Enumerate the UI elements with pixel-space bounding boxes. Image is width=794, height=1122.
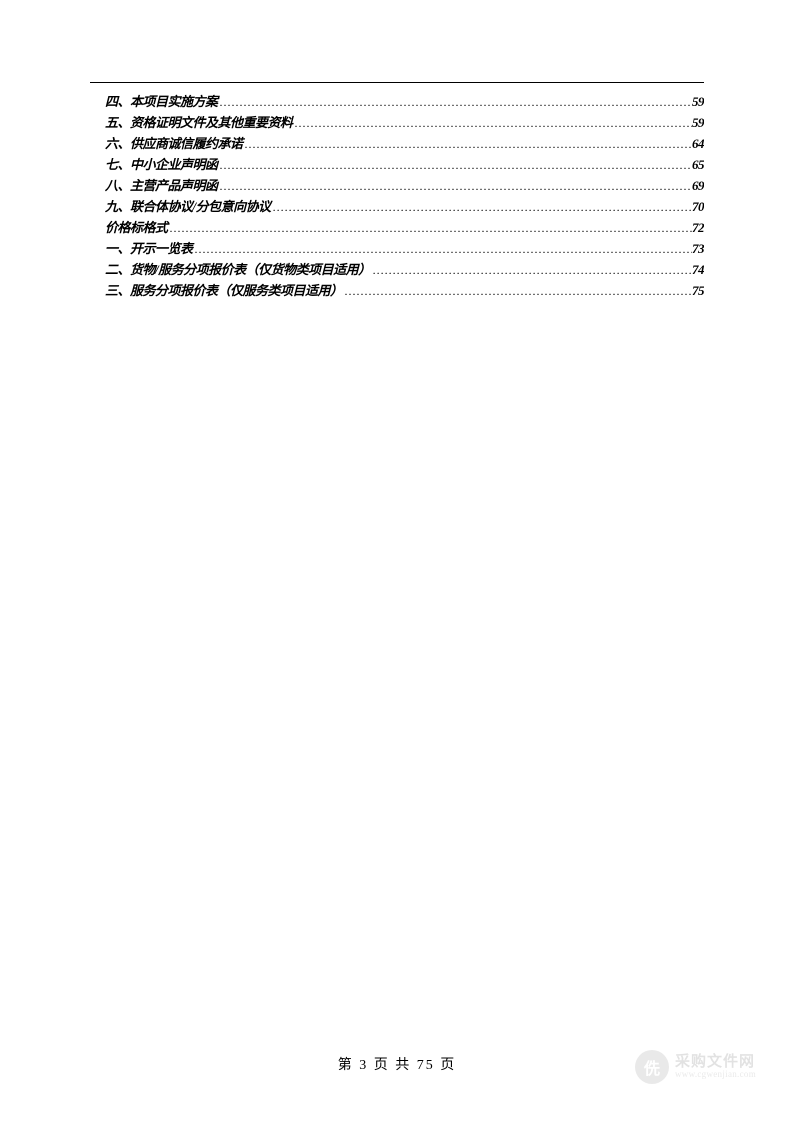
toc-label: 八、主营产品声明函 [105, 175, 218, 194]
toc-page-number: 59 [692, 94, 704, 110]
toc-label: 一、开示一览表 [105, 238, 193, 257]
toc-page-number: 64 [692, 136, 704, 152]
document-page: 四、本项目实施方案 59 五、资格证明文件及其他重要资料 59 六、供应商诚信履… [0, 0, 794, 1122]
page-indicator: 第 3 页 共 75 页 [338, 1058, 457, 1073]
toc-entry: 价格标格式 72 [105, 217, 704, 236]
toc-page-number: 72 [692, 220, 704, 236]
toc-entry: 五、资格证明文件及其他重要资料 59 [105, 112, 704, 131]
toc-label: 七、中小企业声明函 [105, 154, 218, 173]
toc-leader-dots [168, 221, 692, 236]
table-of-contents: 四、本项目实施方案 59 五、资格证明文件及其他重要资料 59 六、供应商诚信履… [105, 91, 704, 299]
watermark: 侁 采购文件网 www.cgwenjian.com [635, 1050, 756, 1084]
toc-label: 三、服务分项报价表（仅服务类项目适用） [105, 280, 343, 299]
toc-entry: 九、联合体协议/分包意向协议 70 [105, 196, 704, 215]
toc-leader-dots [271, 200, 692, 215]
toc-page-number: 65 [692, 157, 704, 173]
toc-entry: 二、货物/服务分项报价表（仅货物类项目适用） 74 [105, 259, 704, 278]
toc-page-number: 59 [692, 115, 704, 131]
toc-label: 五、资格证明文件及其他重要资料 [105, 112, 293, 131]
toc-label: 四、本项目实施方案 [105, 91, 218, 110]
toc-entry: 三、服务分项报价表（仅服务类项目适用） 75 [105, 280, 704, 299]
header-rule [90, 82, 704, 83]
toc-entry: 一、开示一览表 73 [105, 238, 704, 257]
toc-leader-dots [218, 179, 692, 194]
toc-page-number: 74 [692, 262, 704, 278]
toc-leader-dots [371, 263, 692, 278]
watermark-icon: 侁 [635, 1050, 669, 1084]
toc-leader-dots [218, 95, 692, 110]
watermark-title: 采购文件网 [675, 1054, 756, 1071]
toc-leader-dots [218, 158, 692, 173]
toc-leader-dots [193, 242, 692, 257]
toc-label: 九、联合体协议/分包意向协议 [105, 196, 271, 215]
watermark-url: www.cgwenjian.com [675, 1070, 756, 1080]
toc-entry: 四、本项目实施方案 59 [105, 91, 704, 110]
watermark-glyph: 侁 [644, 1055, 660, 1079]
toc-leader-dots [343, 284, 692, 299]
toc-entry: 八、主营产品声明函 69 [105, 175, 704, 194]
toc-label: 六、供应商诚信履约承诺 [105, 133, 243, 152]
toc-entry: 七、中小企业声明函 65 [105, 154, 704, 173]
toc-label: 价格标格式 [105, 217, 168, 236]
watermark-text: 采购文件网 www.cgwenjian.com [675, 1054, 756, 1080]
toc-leader-dots [293, 116, 692, 131]
toc-page-number: 70 [692, 199, 704, 215]
toc-page-number: 75 [692, 283, 704, 299]
toc-page-number: 73 [692, 241, 704, 257]
toc-label: 二、货物/服务分项报价表（仅货物类项目适用） [105, 259, 371, 278]
toc-page-number: 69 [692, 178, 704, 194]
toc-entry: 六、供应商诚信履约承诺 64 [105, 133, 704, 152]
toc-leader-dots [243, 137, 692, 152]
